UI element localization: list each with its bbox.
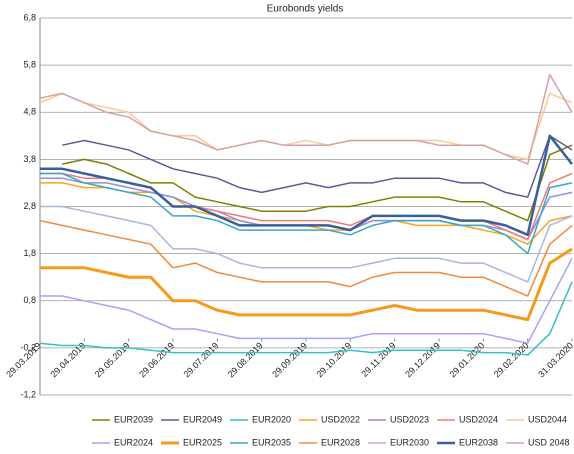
series-line [40, 247, 573, 322]
x-tick-label: 29.07.2019 [182, 340, 221, 379]
x-tick-label: 29.11.2019 [359, 340, 397, 378]
legend-label: EUR2035 [252, 437, 291, 447]
series-line [62, 135, 573, 198]
legend-label: USD2044 [528, 414, 567, 424]
legend-label: USD2023 [390, 414, 429, 424]
y-tick-label: 1,8 [23, 248, 36, 258]
y-tick-label: 2,8 [23, 201, 36, 211]
series-line [40, 205, 573, 283]
legend-label: USD 2048 [528, 437, 570, 447]
legend-label: EUR2030 [390, 437, 429, 447]
legend-label: USD2022 [321, 414, 360, 424]
x-tick-label: 29.02.2020 [492, 340, 531, 379]
legend-label: USD2024 [459, 414, 498, 424]
legend-label: EUR2049 [183, 414, 222, 424]
series-line [40, 134, 573, 237]
legend-label: EUR2020 [252, 414, 291, 424]
series-line [39, 281, 573, 356]
legend-label: EUR2038 [459, 437, 498, 447]
series-line [39, 219, 573, 297]
y-tick-label: -1,2 [20, 389, 36, 399]
x-tick-label: 29.08.2019 [226, 340, 265, 379]
x-tick-label: 31.03.2020 [536, 340, 574, 379]
series-line [40, 257, 573, 344]
series-line [40, 182, 573, 245]
series-line [62, 144, 573, 222]
legend-label: EUR2024 [114, 437, 153, 447]
y-tick-label: -0,2 [20, 342, 36, 352]
x-tick-label: 29.10.2019 [315, 340, 354, 379]
y-tick-label: 0,8 [23, 295, 36, 305]
x-tick-label: 29.06.2019 [137, 340, 176, 379]
legend-label: EUR2025 [183, 437, 222, 447]
x-tick-label: 29.01.2020 [448, 340, 487, 379]
series-line [40, 172, 573, 255]
y-tick-label: 5,8 [23, 60, 36, 70]
x-tick-label: 29.12.2019 [403, 340, 442, 379]
chart-title: Eurobonds yields [267, 4, 344, 15]
y-tick-label: 4,8 [23, 107, 36, 117]
y-tick-label: 6,8 [23, 12, 36, 22]
x-tick-label: 29.04.2019 [49, 340, 88, 379]
series-line [39, 73, 573, 165]
y-tick-label: 3,8 [23, 154, 36, 164]
legend-label: EUR2028 [321, 437, 360, 447]
legend-label: EUR2039 [114, 414, 153, 424]
x-tick-label: 29.09.2019 [270, 340, 309, 379]
